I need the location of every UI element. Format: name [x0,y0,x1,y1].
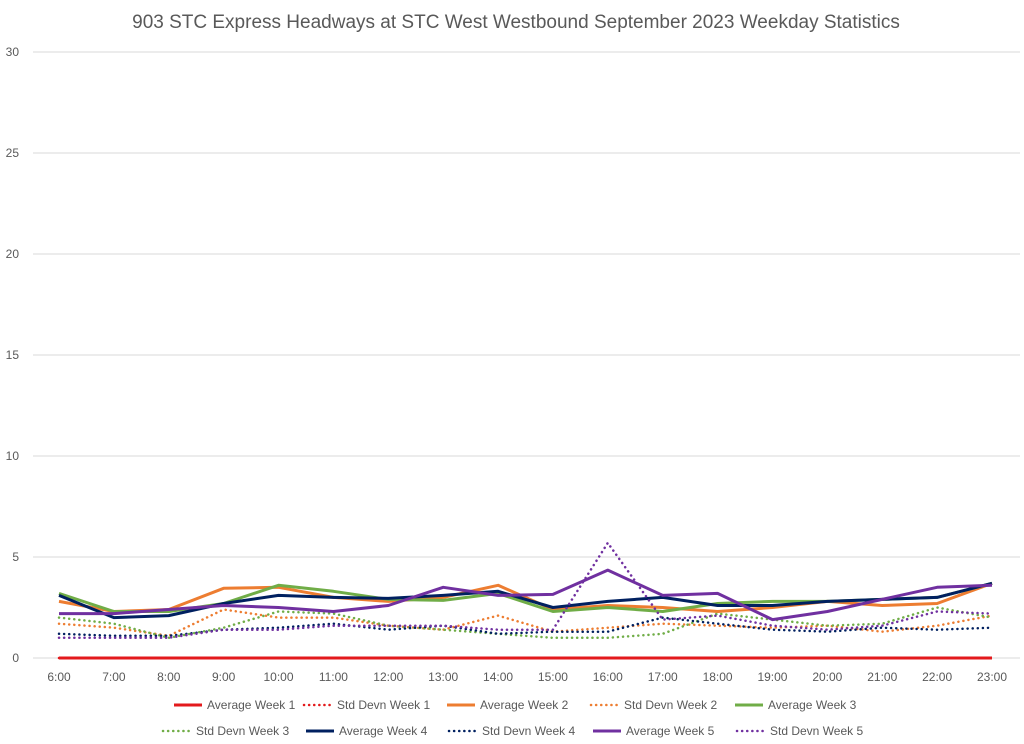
legend-label: Average Week 3 [768,698,857,712]
y-tick-label: 10 [6,449,20,463]
legend: Average Week 1 Std Devn Week 1 Average Wee… [161,698,863,738]
legend-label: Std Devn Week 2 [624,698,717,712]
y-tick-label: 0 [12,651,19,665]
x-tick-label: 7:00 [102,670,126,684]
legend-label: Std Devn Week 4 [482,724,575,738]
x-tick-label: 22:00 [922,670,952,684]
y-tick-label: 15 [6,348,20,362]
series-line-std-devn-week-2 [57,608,994,638]
legend-label: Average Week 2 [480,698,569,712]
x-tick-label: 13:00 [428,670,458,684]
x-tick-label: 18:00 [703,670,733,684]
chart-title: 903 STC Express Headways at STC West Wes… [132,12,900,33]
x-tick-label: 23:00 [977,670,1007,684]
legend-label: Average Week 5 [626,724,715,738]
legend-label: Average Week 4 [339,724,428,738]
y-tick-label: 30 [6,45,20,59]
series-line-average-week-4 [58,581,993,620]
x-tick-label: 16:00 [593,670,623,684]
y-tick-label: 25 [6,146,20,160]
x-tick-label: 19:00 [757,670,787,684]
series-line-std-devn-week-5 [57,541,994,640]
y-tick-label: 5 [12,550,19,564]
gridlines [33,51,1020,659]
y-axis-ticks: 0 5 10 15 20 25 30 [6,45,20,665]
x-tick-label: 15:00 [538,670,568,684]
legend-label: Std Devn Week 1 [337,698,430,712]
x-tick-label: 10:00 [264,670,294,684]
x-tick-label: 6:00 [47,670,71,684]
legend-label: Average Week 1 [207,698,296,712]
series-lines [57,541,994,660]
legend-label: Std Devn Week 5 [770,724,863,738]
x-tick-label: 9:00 [212,670,236,684]
x-tick-label: 17:00 [648,670,678,684]
series-line-std-devn-week-4 [57,616,994,638]
legend-label: Std Devn Week 3 [196,724,289,738]
x-tick-label: 8:00 [157,670,181,684]
x-tick-label: 14:00 [483,670,513,684]
series-line-std-devn-week-3 [57,606,994,640]
x-axis-ticks: 6:00 7:00 8:00 9:00 10:00 11:00 12:00 13:00 14:0… [47,670,1007,684]
x-tick-label: 21:00 [867,670,897,684]
x-tick-label: 20:00 [812,670,842,684]
x-tick-label: 11:00 [319,670,348,684]
series-line-average-week-5 [59,568,993,622]
y-tick-label: 20 [6,247,20,261]
x-tick-label: 12:00 [373,670,403,684]
